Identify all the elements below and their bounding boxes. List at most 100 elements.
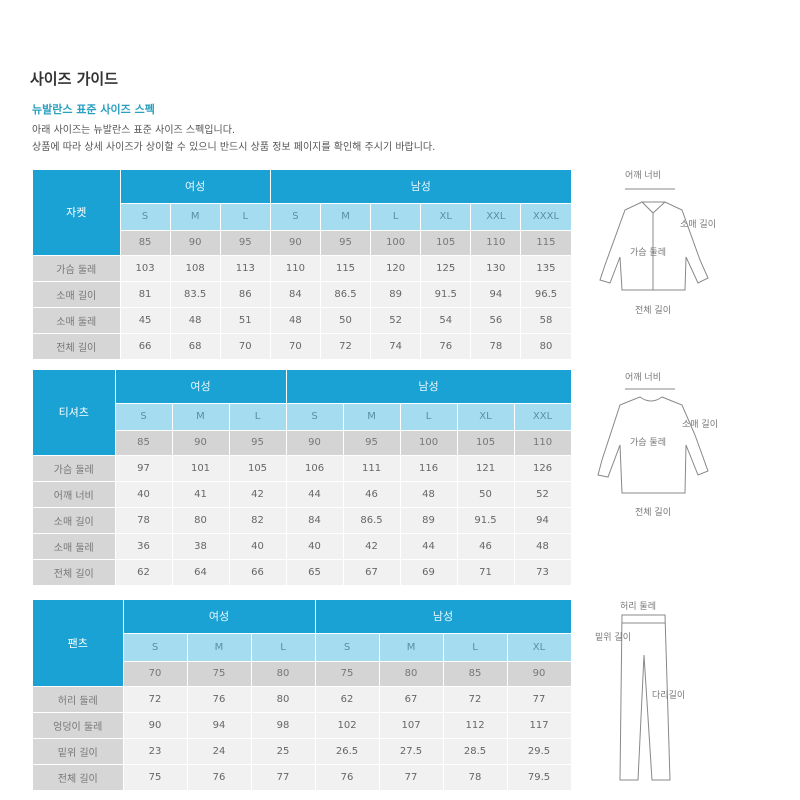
measurement-cell: 54 [420,307,472,334]
page-title: 사이즈 가이드 [30,70,119,88]
size-number: 105 [420,230,472,256]
size-label: XL [420,203,472,231]
size-number: 80 [251,661,316,687]
row-label: 가슴 둘레 [33,255,121,282]
measurement-cell: 106 [286,455,344,482]
diagram-label: 어깨 너비 [625,169,661,181]
pants-size-table: 팬츠 여성 남성 S M L S M L XL 70 75 80 75 80 85 90 허리 둘레 72 76 80 6… [33,600,572,791]
description-line: 아래 사이즈는 뉴발란스 표준 사이즈 스펙입니다. [32,125,236,136]
measurement-cell: 80 [520,333,572,360]
size-number: 95 [220,230,271,256]
size-number: 105 [457,430,515,456]
measurement-cell: 48 [270,307,321,334]
jacket-size-table: 자켓 여성 남성 S M L S M L XL XXL XXXL 85 90 95 90 95 100 105 110… [33,170,572,360]
measurement-cell: 86.5 [343,507,401,534]
size-label: XL [507,633,572,662]
measurement-cell: 42 [229,481,287,508]
size-number: 95 [320,230,372,256]
category-label: 티셔츠 [33,370,116,456]
row-label: 소매 길이 [33,281,121,308]
table-row: 허리 둘레 72 76 80 62 67 72 77 [33,686,572,713]
measurement-cell: 111 [343,455,401,482]
size-label: L [229,403,287,431]
measurement-cell: 121 [457,455,515,482]
size-number: 95 [343,430,401,456]
measurement-cell: 77 [251,764,316,791]
measurement-cell: 72 [320,333,372,360]
section-subtitle: 뉴발란스 표준 사이즈 스펙 [32,103,155,116]
row-label: 허리 둘레 [33,686,124,713]
diagram-label: 전체 길이 [635,507,671,518]
row-label: 가슴 둘레 [33,455,116,482]
diagram-label: 가슴 둘레 [630,247,666,258]
measurement-cell: 71 [457,559,515,586]
measurement-cell: 46 [457,533,515,560]
measurement-cell: 91.5 [457,507,515,534]
size-number: 75 [315,661,380,687]
measurement-cell: 36 [115,533,173,560]
measurement-cell: 77 [379,764,444,791]
measurement-cell: 65 [286,559,344,586]
size-number: 85 [120,230,171,256]
size-number: 95 [229,430,287,456]
size-number: 85 [115,430,173,456]
measurement-cell: 103 [120,255,171,282]
row-label: 전체 길이 [33,764,124,791]
measurement-cell: 28.5 [443,738,508,765]
size-number-row: 85 90 95 90 95 100 105 110 115 [33,230,572,256]
measurement-cell: 67 [379,686,444,713]
diagram-label: 어깨 너비 [625,371,661,383]
measurement-cell: 66 [229,559,287,586]
table-row: 가슴 둘레 97 101 105 106 111 116 121 126 [33,455,572,482]
measurement-cell: 56 [470,307,522,334]
diagram-label: 밑위 길이 [595,631,631,643]
measurement-cell: 80 [172,507,230,534]
gender-header-row: 팬츠 여성 남성 [33,600,572,687]
measurement-cell: 101 [172,455,230,482]
measurement-cell: 72 [443,686,508,713]
row-label: 어깨 너비 [33,481,116,508]
size-number: 90 [270,230,321,256]
measurement-cell: 97 [115,455,173,482]
measurement-cell: 94 [187,712,252,739]
size-label: S [120,203,171,231]
measurement-cell: 44 [286,481,344,508]
measurement-cell: 72 [123,686,188,713]
table-row: 소매 길이 78 80 82 84 86.5 89 91.5 94 [33,507,572,534]
size-label: S [286,403,344,431]
measurement-cell: 84 [286,507,344,534]
size-number: 115 [520,230,572,256]
table-row: 전체 길이 66 68 70 70 72 74 76 78 80 [33,333,572,360]
row-label: 엉덩이 둘레 [33,712,124,739]
size-label: L [400,403,458,431]
measurement-cell: 84 [270,281,321,308]
row-label: 밑위 길이 [33,738,124,765]
row-label: 전체 길이 [33,333,121,360]
measurement-cell: 25 [251,738,316,765]
measurement-cell: 115 [320,255,372,282]
measurement-cell: 83.5 [170,281,221,308]
size-number: 80 [379,661,444,687]
size-label: L [370,203,422,231]
measurement-cell: 130 [470,255,522,282]
measurement-cell: 78 [443,764,508,791]
gender-header-row: 자켓 여성 남성 [33,170,572,256]
row-label: 소매 길이 [33,507,116,534]
measurement-cell: 105 [229,455,287,482]
measurement-cell: 78 [470,333,522,360]
measurement-cell: 29.5 [507,738,572,765]
women-header: 여성 [123,600,316,634]
measurement-cell: 98 [251,712,316,739]
measurement-cell: 24 [187,738,252,765]
measurement-cell: 62 [115,559,173,586]
measurement-cell: 79.5 [507,764,572,791]
size-label: L [251,633,316,662]
size-number: 90 [286,430,344,456]
measurement-cell: 76 [187,764,252,791]
size-label: XXXL [520,203,572,231]
measurement-cell: 82 [229,507,287,534]
measurement-cell: 91.5 [420,281,472,308]
measurement-cell: 86.5 [320,281,372,308]
diagram-label: 허리 둘레 [620,601,656,612]
size-label: XXL [470,203,522,231]
